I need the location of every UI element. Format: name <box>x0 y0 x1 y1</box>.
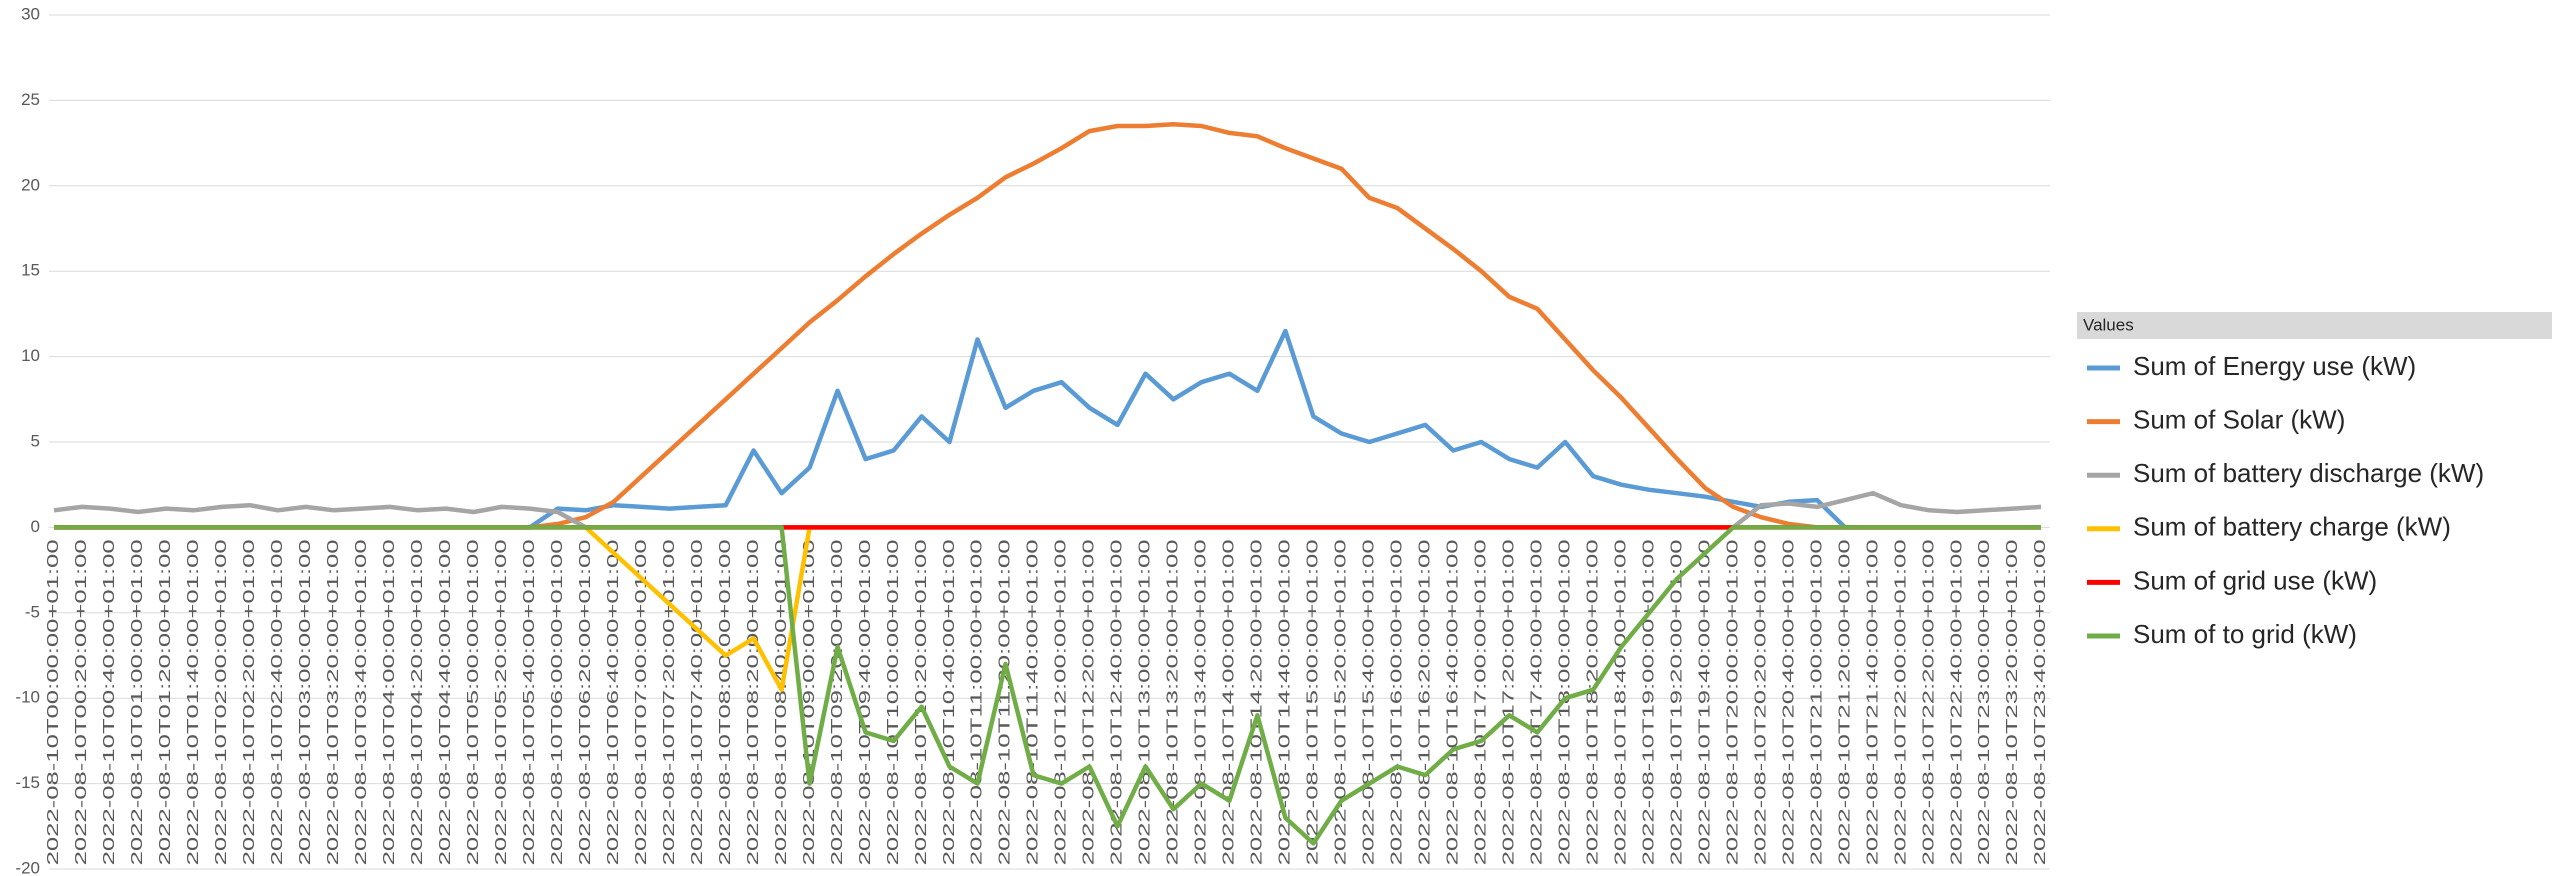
y-tick-label: 5 <box>31 431 40 450</box>
x-tick-label: 2022-08-10T20:20:00+01:00 <box>1752 539 1769 865</box>
x-tick-label: 2022-08-10T07:20:00+01:00 <box>661 539 678 865</box>
x-tick-label: 2022-08-10T11:00:00+01:00 <box>969 539 986 865</box>
x-tick-label: 2022-08-10T18:20:00+01:00 <box>1584 539 1601 865</box>
y-tick-label: 20 <box>21 175 40 194</box>
y-tick-label: -15 <box>15 773 40 792</box>
x-tick-label: 2022-08-10T15:40:00+01:00 <box>1361 539 1378 865</box>
x-tick-label: 2022-08-10T04:40:00+01:00 <box>437 539 454 865</box>
x-tick-label: 2022-08-10T20:00:00+01:00 <box>1724 539 1741 865</box>
x-tick-label: 2022-08-10T17:20:00+01:00 <box>1500 539 1517 865</box>
y-tick-label: -10 <box>15 688 40 707</box>
x-tick-label: 2022-08-10T00:00:00+01:00 <box>45 539 62 865</box>
x-tick-label: 2022-08-10T14:40:00+01:00 <box>1277 539 1294 865</box>
x-tick-label: 2022-08-10T04:00:00+01:00 <box>381 539 398 865</box>
legend-label: Sum of battery discharge (kW) <box>2133 458 2484 488</box>
legend-title: Values <box>2083 315 2134 334</box>
x-tick-label: 2022-08-10T18:00:00+01:00 <box>1556 539 1573 865</box>
x-tick-label: 2022-08-10T06:40:00+01:00 <box>605 539 622 865</box>
x-tick-label: 2022-08-10T05:00:00+01:00 <box>465 539 482 865</box>
x-tick-label: 2022-08-10T01:20:00+01:00 <box>157 539 174 865</box>
x-tick-label: 2022-08-10T11:40:00+01:00 <box>1025 539 1042 865</box>
y-tick-label: 15 <box>21 261 40 280</box>
series-line <box>54 328 2041 530</box>
x-tick-label: 2022-08-10T16:00:00+01:00 <box>1389 539 1406 865</box>
x-tick-label: 2022-08-10T11:20:00+01:00 <box>997 539 1014 865</box>
x-tick-label: 2022-08-10T09:20:00+01:00 <box>829 539 846 865</box>
x-tick-label: 2022-08-10T15:20:00+01:00 <box>1333 539 1350 865</box>
x-tick-label: 2022-08-10T01:40:00+01:00 <box>185 539 202 865</box>
x-tick-label: 2022-08-10T21:20:00+01:00 <box>1836 539 1853 865</box>
x-tick-label: 2022-08-10T06:20:00+01:00 <box>577 539 594 865</box>
x-tick-label: 2022-08-10T12:20:00+01:00 <box>1081 539 1098 865</box>
x-tick-label: 2022-08-10T06:00:00+01:00 <box>549 539 566 865</box>
x-tick-label: 2022-08-10T09:00:00+01:00 <box>801 539 818 865</box>
x-tick-label: 2022-08-10T23:40:00+01:00 <box>2032 539 2049 865</box>
x-tick-label: 2022-08-10T22:40:00+01:00 <box>1948 539 1965 865</box>
x-tick-label: 2022-08-10T19:40:00+01:00 <box>1696 539 1713 865</box>
series-line <box>54 525 2041 692</box>
legend-label: Sum of Energy use (kW) <box>2133 351 2416 381</box>
x-tick-label: 2022-08-10T02:20:00+01:00 <box>241 539 258 865</box>
x-tick-label: 2022-08-10T13:40:00+01:00 <box>1193 539 1210 865</box>
x-tick-label: 2022-08-10T23:20:00+01:00 <box>2004 539 2021 865</box>
x-tick-label: 2022-08-10T01:00:00+01:00 <box>129 539 146 865</box>
x-tick-label: 2022-08-10T16:20:00+01:00 <box>1417 539 1434 865</box>
legend-label: Sum of battery charge (kW) <box>2133 512 2451 542</box>
x-tick-label: 2022-08-10T19:20:00+01:00 <box>1668 539 1685 865</box>
x-tick-label: 2022-08-10T03:00:00+01:00 <box>297 539 314 865</box>
x-tick-label: 2022-08-10T15:00:00+01:00 <box>1305 539 1322 865</box>
x-tick-label: 2022-08-10T00:20:00+01:00 <box>73 539 90 865</box>
x-tick-label: 2022-08-10T05:20:00+01:00 <box>493 539 510 865</box>
y-tick-label: -5 <box>25 602 40 621</box>
x-tick-label: 2022-08-10T04:20:00+01:00 <box>409 539 426 865</box>
x-tick-label: 2022-08-10T08:20:00+01:00 <box>745 539 762 865</box>
legend-label: Sum of to grid (kW) <box>2133 619 2357 649</box>
series-line <box>54 525 2041 846</box>
y-tick-label: 0 <box>31 517 40 536</box>
x-tick-label: 2022-08-10T02:00:00+01:00 <box>213 539 230 865</box>
x-tick-label: 2022-08-10T23:00:00+01:00 <box>1976 539 1993 865</box>
x-tick-label: 2022-08-10T18:40:00+01:00 <box>1612 539 1629 865</box>
x-tick-label: 2022-08-10T22:20:00+01:00 <box>1920 539 1937 865</box>
x-tick-label: 2022-08-10T02:40:00+01:00 <box>269 539 286 865</box>
x-tick-label: 2022-08-10T03:20:00+01:00 <box>325 539 342 865</box>
x-tick-label: 2022-08-10T22:00:00+01:00 <box>1892 539 1909 865</box>
x-tick-label: 2022-08-10T08:40:00+01:00 <box>773 539 790 865</box>
x-tick-label: 2022-08-10T19:00:00+01:00 <box>1640 539 1657 865</box>
y-tick-label: 30 <box>21 4 40 23</box>
x-tick-label: 2022-08-10T20:40:00+01:00 <box>1780 539 1797 865</box>
x-tick-label: 2022-08-10T21:00:00+01:00 <box>1808 539 1825 865</box>
x-tick-label: 2022-08-10T10:40:00+01:00 <box>941 539 958 865</box>
x-tick-label: 2022-08-10T17:40:00+01:00 <box>1528 539 1545 865</box>
x-tick-label: 2022-08-10T08:00:00+01:00 <box>717 539 734 865</box>
x-tick-label: 2022-08-10T14:00:00+01:00 <box>1221 539 1238 865</box>
series-line <box>54 122 2041 530</box>
x-tick-label: 2022-08-10T07:00:00+01:00 <box>633 539 650 865</box>
x-tick-label: 2022-08-10T07:40:00+01:00 <box>689 539 706 865</box>
x-tick-label: 2022-08-10T00:40:00+01:00 <box>101 539 118 865</box>
x-tick-label: 2022-08-10T09:40:00+01:00 <box>857 539 874 865</box>
x-tick-label: 2022-08-10T05:40:00+01:00 <box>521 539 538 865</box>
y-tick-label: 25 <box>21 90 40 109</box>
x-tick-label: 2022-08-10T12:00:00+01:00 <box>1053 539 1070 865</box>
x-tick-label: 2022-08-10T03:40:00+01:00 <box>353 539 370 865</box>
y-tick-label: 10 <box>21 346 40 365</box>
x-tick-label: 2022-08-10T13:00:00+01:00 <box>1137 539 1154 865</box>
x-tick-label: 2022-08-10T10:20:00+01:00 <box>913 539 930 865</box>
x-tick-label: 2022-08-10T21:40:00+01:00 <box>1864 539 1881 865</box>
x-tick-label: 2022-08-10T16:40:00+01:00 <box>1445 539 1462 865</box>
x-tick-label: 2022-08-10T10:00:00+01:00 <box>885 539 902 865</box>
legend-label: Sum of Solar (kW) <box>2133 404 2345 434</box>
x-tick-label: 2022-08-10T13:20:00+01:00 <box>1165 539 1182 865</box>
y-tick-label: -20 <box>15 858 40 876</box>
x-tick-label: 2022-08-10T17:00:00+01:00 <box>1473 539 1490 865</box>
legend-header <box>2077 312 2552 339</box>
x-tick-label: 2022-08-10T12:40:00+01:00 <box>1109 539 1126 865</box>
legend-label: Sum of grid use (kW) <box>2133 565 2377 595</box>
x-tick-label: 2022-08-10T14:20:00+01:00 <box>1249 539 1266 865</box>
